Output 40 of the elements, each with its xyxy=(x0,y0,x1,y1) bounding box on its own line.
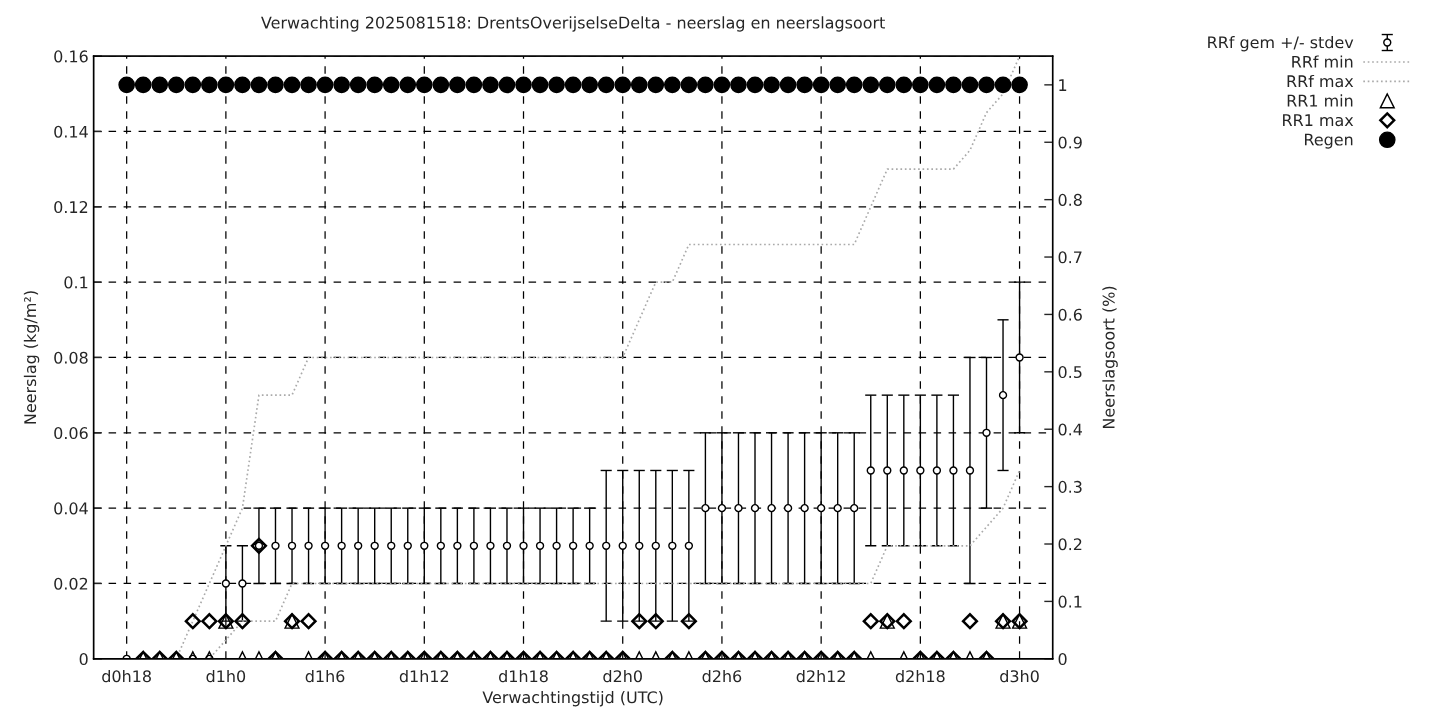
x-tick-label: d3h0 xyxy=(1000,669,1039,683)
chart-title: Verwachting 2025081518: DrentsOverijselseDelta - neerslag en neerslagsoort xyxy=(261,16,885,32)
x-tick-label: d0h18 xyxy=(102,669,151,683)
x-tick-label: d1h6 xyxy=(305,669,345,683)
y-tick-label: 0.12 xyxy=(54,201,88,214)
y-tick-label: 0.14 xyxy=(54,125,88,138)
y2-tick-label: 0.9 xyxy=(1058,136,1082,149)
x-tick-label: d2h0 xyxy=(603,669,642,683)
legend-label: Regen xyxy=(1304,133,1353,149)
legend-label: RR1 max xyxy=(1283,114,1354,127)
x-tick-label: d1h18 xyxy=(499,669,548,683)
x-tick-label: d2h12 xyxy=(796,669,845,683)
y2-tick-label: 0 xyxy=(1058,653,1067,666)
y2-axis-title: Neerslagsoort (%) xyxy=(1102,286,1118,429)
y-tick-label: 0.06 xyxy=(54,427,88,440)
y2-tick-label: 0.6 xyxy=(1058,308,1082,321)
x-tick-label: d2h18 xyxy=(895,669,945,683)
y-tick-label: 0.08 xyxy=(54,351,88,364)
y2-tick-label: 0.4 xyxy=(1058,423,1083,436)
x-tick-label: d2h6 xyxy=(702,669,742,683)
y2-tick-label: 0.1 xyxy=(1058,595,1082,608)
y2-tick-label: 0.8 xyxy=(1058,193,1082,206)
y-tick-label: 0.16 xyxy=(54,50,88,63)
legend-label: RRf max xyxy=(1287,74,1354,88)
x-axis-title: Verwachtingstijd (UTC) xyxy=(482,690,663,707)
y-tick-label: 0.02 xyxy=(54,577,88,590)
y2-tick-label: 0.3 xyxy=(1058,480,1082,493)
y2-tick-label: 0.2 xyxy=(1058,538,1082,551)
y-tick-label: 0 xyxy=(79,653,88,666)
x-tick-label: d1h12 xyxy=(399,669,449,683)
legend-label: RRf min xyxy=(1292,55,1353,68)
y2-tick-label: 1 xyxy=(1059,79,1067,91)
legend-label: RRf gem +/- stdev xyxy=(1208,35,1354,52)
x-tick-label: d1h0 xyxy=(206,669,246,683)
y-axis-title: Neerslag (kg/m²) xyxy=(23,291,40,424)
legend-label: RR1 min xyxy=(1287,94,1353,107)
y2-tick-label: 0.5 xyxy=(1058,366,1082,379)
y-tick-label: 0.04 xyxy=(54,502,88,515)
y-tick-label: 0.1 xyxy=(64,276,88,289)
y2-tick-label: 0.7 xyxy=(1058,251,1082,264)
